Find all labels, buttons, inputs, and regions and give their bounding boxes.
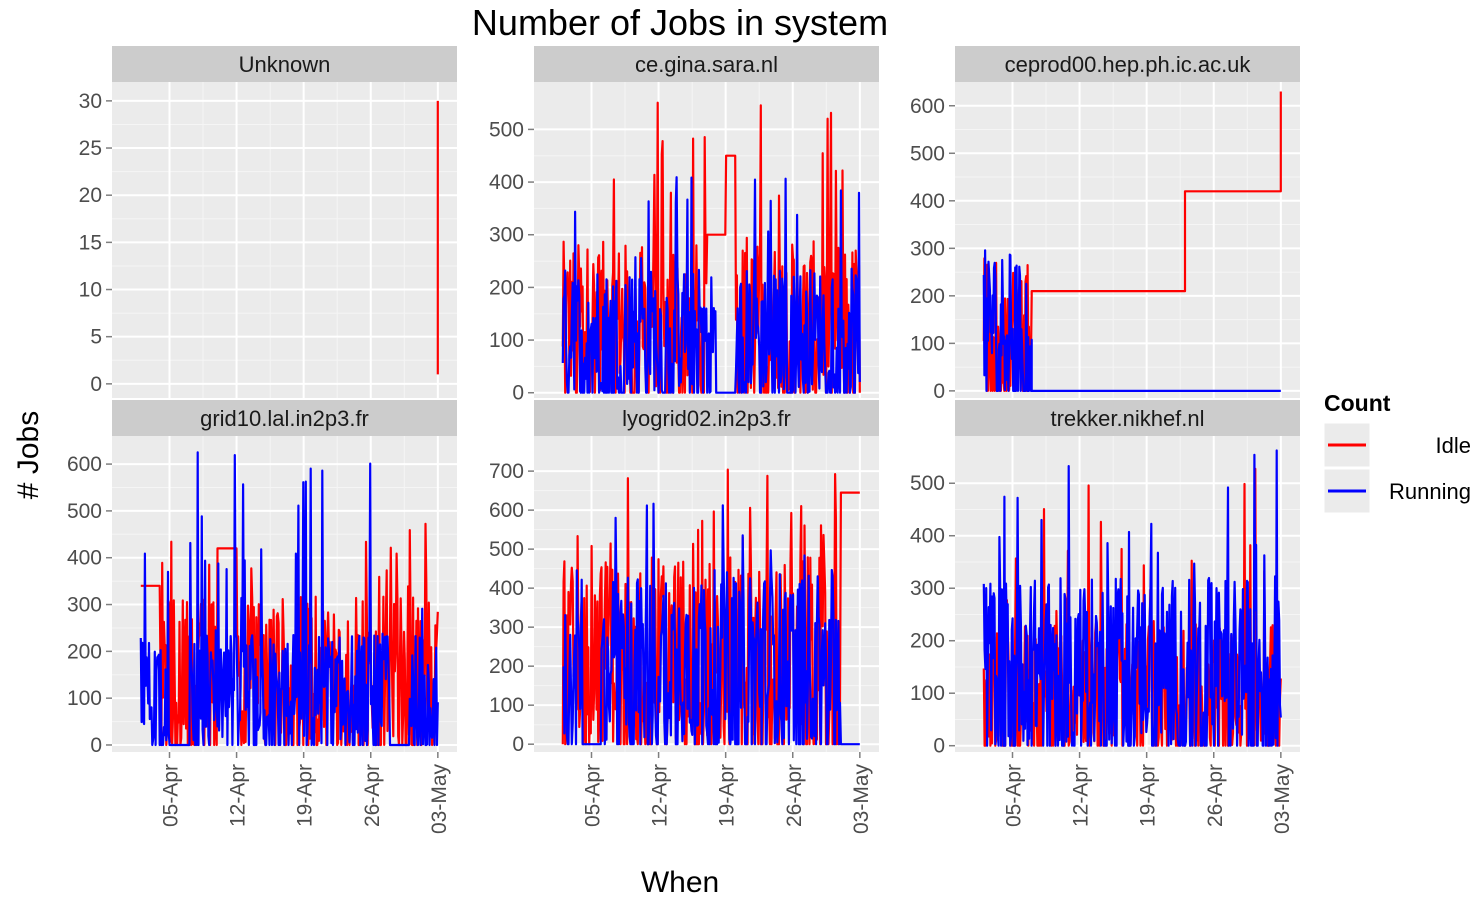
y-tick-label: 5 [90, 326, 102, 349]
y-tick-label: 30 [79, 90, 102, 113]
y-tick-label: 200 [910, 285, 945, 308]
x-tick-label: 12-Apr [649, 764, 672, 827]
y-tick-label: 300 [489, 616, 524, 639]
facet-strip-label: Unknown [239, 52, 331, 77]
y-tick-label: 200 [489, 276, 524, 299]
y-tick-label: 300 [489, 224, 524, 247]
facet-panel: grid10.lal.in2p3.fr 0 100 200 300 400 500 600 05… [67, 400, 457, 834]
facet-panel: trekker.nikhef.nl 0 100 200 300 400 500 05-Apr 1… [910, 400, 1300, 834]
y-tick-label: 0 [90, 734, 102, 757]
x-tick-label: 12-Apr [1070, 764, 1093, 827]
facet-strip-label: ce.gina.sara.nl [635, 52, 778, 77]
facet-strip [112, 46, 457, 82]
facet-panel: ce.gina.sara.nl 0 100 200 300 400 500 [489, 46, 879, 405]
series-line-running [982, 449, 1282, 747]
chart-title: Number of Jobs in system [472, 2, 888, 43]
y-tick-label: 20 [79, 184, 102, 207]
facet-panel: lyogrid02.in2p3.fr 0 100 200 300 400 500 600 700… [489, 400, 879, 834]
facet-strip-label: trekker.nikhef.nl [1050, 406, 1204, 431]
facet-strip-label: ceprod00.hep.ph.ic.ac.uk [1005, 52, 1252, 77]
facet-strip [955, 46, 1300, 82]
y-tick-label: 300 [67, 594, 102, 617]
facet-strip [534, 46, 879, 82]
y-tick-label: 10 [79, 279, 102, 302]
y-tick-label: 100 [910, 682, 945, 705]
x-tick-label: 19-Apr [1137, 764, 1160, 827]
legend-title: Count [1324, 390, 1391, 416]
x-tick-label: 05-Apr [1003, 764, 1026, 827]
y-tick-label: 400 [67, 547, 102, 570]
facet-panels: Unknown 0 5 10 15 20 25 30 ce.gina.sara.nl 0 100 20… [67, 46, 1300, 834]
y-tick-label: 300 [910, 577, 945, 600]
y-tick-label: 100 [67, 687, 102, 710]
y-tick-label: 500 [910, 472, 945, 495]
y-tick-label: 400 [489, 577, 524, 600]
x-tick-label: 19-Apr [294, 764, 317, 827]
y-tick-label: 300 [910, 237, 945, 260]
x-tick-label: 19-Apr [716, 764, 739, 827]
y-tick-label: 600 [489, 499, 524, 522]
series-line-idle [561, 468, 861, 746]
y-tick-label: 0 [512, 382, 524, 405]
y-tick-label: 400 [910, 190, 945, 213]
y-tick-label: 100 [910, 332, 945, 355]
y-tick-label: 200 [489, 655, 524, 678]
x-tick-label: 26-Apr [1204, 764, 1227, 827]
facet-strip [112, 400, 457, 436]
x-tick-label: 03-May [1271, 764, 1294, 835]
facet-strip-label: lyogrid02.in2p3.fr [622, 406, 791, 431]
y-tick-label: 15 [79, 231, 102, 254]
y-tick-label: 400 [910, 525, 945, 548]
facet-panel: Unknown 0 5 10 15 20 25 30 [79, 46, 457, 398]
y-tick-label: 500 [910, 142, 945, 165]
y-tick-label: 200 [910, 630, 945, 653]
legend: Count Idle Running [1323, 390, 1471, 514]
y-tick-label: 600 [910, 95, 945, 118]
x-tick-label: 03-May [850, 764, 873, 835]
legend-label: Running [1389, 479, 1471, 504]
series-line-running [139, 451, 439, 747]
y-tick-label: 0 [90, 373, 102, 396]
y-tick-label: 100 [489, 329, 524, 352]
x-tick-label: 26-Apr [361, 764, 384, 827]
series-line-running [982, 249, 1281, 392]
series-line-running [562, 502, 861, 746]
y-tick-label: 25 [79, 137, 102, 160]
y-tick-label: 500 [489, 118, 524, 141]
x-tick-label: 05-Apr [160, 764, 183, 827]
y-axis-title: # Jobs [12, 411, 45, 499]
x-tick-label: 12-Apr [227, 764, 250, 827]
y-tick-label: 100 [489, 694, 524, 717]
series-line-running [561, 176, 861, 394]
y-tick-label: 0 [933, 735, 945, 758]
legend-label: Idle [1436, 433, 1471, 458]
facet-strip [534, 400, 879, 436]
y-tick-label: 200 [67, 640, 102, 663]
x-tick-label: 26-Apr [783, 764, 806, 827]
y-tick-label: 500 [489, 538, 524, 561]
y-tick-label: 500 [67, 500, 102, 523]
facet-strip-label: grid10.lal.in2p3.fr [200, 406, 369, 431]
y-tick-label: 0 [512, 733, 524, 756]
y-tick-label: 0 [933, 380, 945, 403]
x-axis-title: When [641, 866, 719, 898]
facet-strip [955, 400, 1300, 436]
panel-background [112, 82, 457, 398]
y-tick-label: 700 [489, 460, 524, 483]
y-tick-label: 400 [489, 171, 524, 194]
facet-panel: ceprod00.hep.ph.ic.ac.uk 0 100 200 300 400 500… [910, 46, 1300, 403]
x-tick-label: 03-May [428, 764, 451, 835]
y-tick-label: 600 [67, 453, 102, 476]
x-tick-label: 05-Apr [582, 764, 605, 827]
series-line-idle [561, 101, 861, 394]
